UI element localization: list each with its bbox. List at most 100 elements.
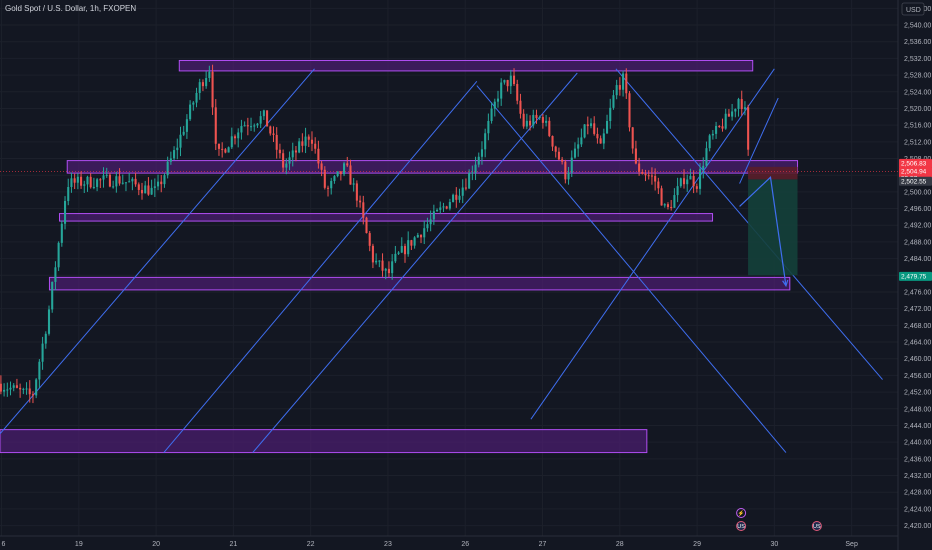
candle-up[interactable] — [400, 246, 403, 253]
candle-up[interactable] — [471, 172, 474, 174]
candle-up[interactable] — [57, 242, 60, 268]
candle-up[interactable] — [243, 125, 246, 127]
candle-up[interactable] — [253, 125, 256, 127]
candle-down[interactable] — [631, 127, 634, 149]
candle-down[interactable] — [317, 148, 320, 164]
candle-down[interactable] — [727, 113, 730, 117]
candle-up[interactable] — [442, 206, 445, 208]
candle-up[interactable] — [38, 361, 41, 380]
candle-up[interactable] — [35, 379, 38, 396]
candle-down[interactable] — [269, 126, 272, 134]
candle-up[interactable] — [304, 136, 307, 146]
candle-up[interactable] — [285, 163, 288, 168]
candle-down[interactable] — [118, 176, 121, 184]
candle-down[interactable] — [682, 178, 686, 185]
candle-down[interactable] — [512, 75, 516, 85]
candle-up[interactable] — [333, 176, 336, 181]
candle-up[interactable] — [156, 181, 160, 187]
candle-up[interactable] — [124, 182, 128, 184]
candle-up[interactable] — [298, 141, 301, 153]
candle-down[interactable] — [650, 175, 653, 177]
candle-up[interactable] — [500, 82, 503, 99]
candle-up[interactable] — [288, 157, 291, 164]
candle-down[interactable] — [535, 114, 538, 119]
candle-down[interactable] — [419, 234, 423, 238]
candle-up[interactable] — [44, 333, 47, 344]
candle-down[interactable] — [282, 153, 285, 168]
candle-up[interactable] — [185, 119, 188, 132]
candle-down[interactable] — [355, 183, 358, 201]
candle-down[interactable] — [516, 84, 519, 101]
candle-up[interactable] — [673, 195, 676, 208]
candle-up[interactable] — [602, 133, 605, 144]
candle-up[interactable] — [250, 126, 253, 128]
candle-up[interactable] — [12, 385, 15, 388]
candle-up[interactable] — [686, 179, 689, 185]
candle-down[interactable] — [294, 150, 297, 153]
candle-up[interactable] — [407, 240, 410, 255]
candle-up[interactable] — [105, 174, 108, 176]
candle-down[interactable] — [221, 148, 224, 150]
candle-down[interactable] — [89, 176, 92, 188]
candle-down[interactable] — [634, 148, 637, 164]
candle-down[interactable] — [638, 163, 641, 172]
candle-up[interactable] — [477, 156, 480, 165]
candle-up[interactable] — [436, 209, 439, 212]
candle-down[interactable] — [278, 149, 281, 154]
candle-up[interactable] — [452, 194, 455, 203]
candle-up[interactable] — [262, 110, 265, 117]
candle-down[interactable] — [654, 176, 657, 182]
candle-up[interactable] — [679, 178, 682, 187]
event-us-flag-icon[interactable] — [811, 521, 822, 531]
candle-up[interactable] — [731, 111, 734, 117]
candle-up[interactable] — [689, 175, 692, 180]
candle-down[interactable] — [0, 383, 2, 392]
candle-up[interactable] — [503, 80, 506, 83]
candle-up[interactable] — [378, 260, 381, 262]
candle-up[interactable] — [179, 134, 182, 148]
candle-up[interactable] — [182, 131, 185, 135]
candle-up[interactable] — [153, 186, 156, 188]
candle-down[interactable] — [548, 120, 551, 136]
candle-up[interactable] — [173, 150, 176, 159]
candle-up[interactable] — [121, 182, 124, 184]
candle-down[interactable] — [554, 146, 557, 152]
candle-down[interactable] — [445, 206, 448, 209]
candle-down[interactable] — [387, 268, 390, 274]
candle-up[interactable] — [163, 175, 166, 185]
candle-up[interactable] — [538, 117, 541, 119]
candle-up[interactable] — [493, 101, 496, 109]
candle-up[interactable] — [432, 211, 435, 220]
candle-down[interactable] — [644, 173, 647, 176]
candle-up[interactable] — [240, 126, 243, 133]
candle-up[interactable] — [532, 114, 535, 126]
candle-down[interactable] — [99, 179, 102, 181]
candle-down[interactable] — [670, 206, 673, 208]
candle-up[interactable] — [115, 176, 118, 187]
candle-up[interactable] — [92, 186, 95, 188]
candle-up[interactable] — [51, 281, 54, 310]
trend-line[interactable] — [739, 97, 779, 184]
candle-down[interactable] — [641, 171, 644, 174]
candle-up[interactable] — [208, 71, 211, 79]
candle-up[interactable] — [702, 165, 705, 170]
candle-up[interactable] — [734, 108, 737, 112]
candle-down[interactable] — [368, 233, 371, 246]
candle-down[interactable] — [541, 117, 544, 123]
candle-up[interactable] — [391, 261, 394, 274]
candle-up[interactable] — [439, 207, 442, 210]
candle-down[interactable] — [134, 178, 137, 185]
candle-up[interactable] — [743, 107, 746, 110]
candle-up[interactable] — [474, 164, 477, 173]
candle-down[interactable] — [740, 99, 743, 110]
candle-up[interactable] — [384, 268, 387, 271]
candle-up[interactable] — [128, 181, 131, 183]
candle-up[interactable] — [715, 126, 718, 134]
candle-down[interactable] — [564, 161, 567, 180]
candle-up[interactable] — [25, 388, 28, 390]
candle-down[interactable] — [137, 184, 140, 190]
candle-up[interactable] — [86, 176, 89, 185]
candle-up[interactable] — [63, 200, 67, 224]
candle-up[interactable] — [330, 180, 333, 189]
